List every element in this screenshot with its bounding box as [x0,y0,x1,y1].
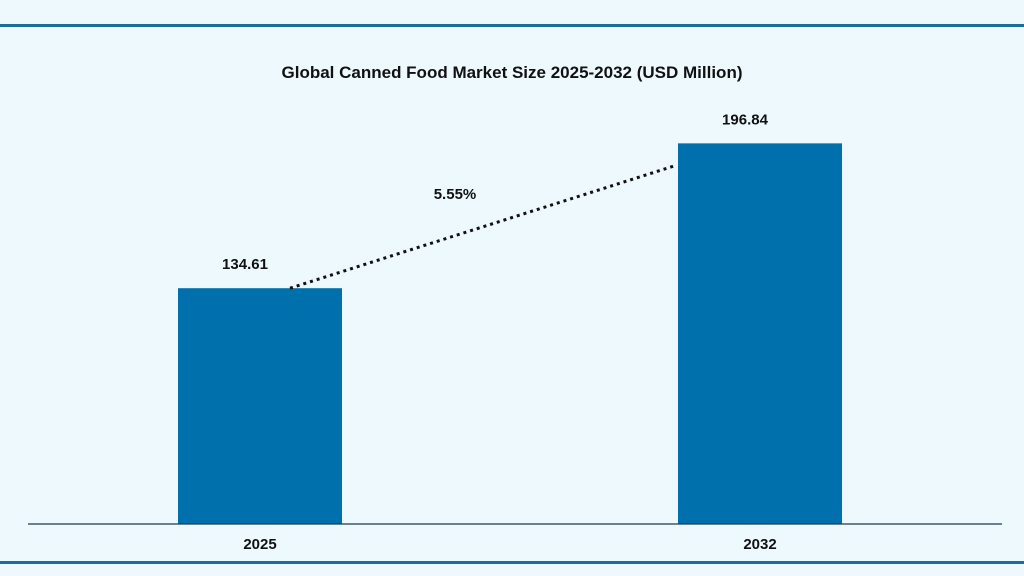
cagr-trend-line [289,163,677,290]
bottom-rule [0,561,1024,564]
x-tick-label-2025: 2025 [243,536,276,553]
chart-title: Global Canned Food Market Size 2025-2032… [282,63,743,82]
top-rule [0,24,1024,27]
bar-2032 [678,143,842,524]
cagr-annotation: 5.55% [434,186,477,203]
value-label-2032: 196.84 [722,111,769,128]
value-label-2025: 134.61 [222,256,268,273]
x-tick-label-2032: 2032 [743,536,776,553]
bar-2025 [178,288,342,524]
